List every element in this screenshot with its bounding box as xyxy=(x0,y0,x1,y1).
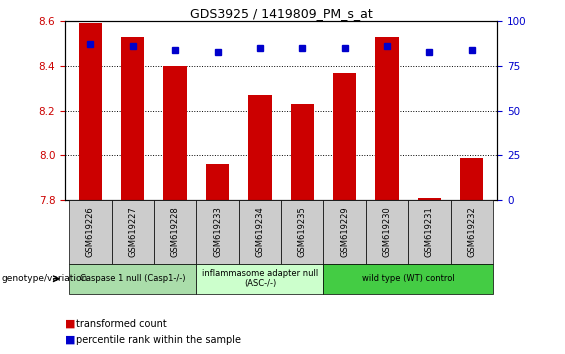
Bar xyxy=(197,200,238,264)
Text: GSM619233: GSM619233 xyxy=(213,206,222,257)
Bar xyxy=(281,200,323,264)
Bar xyxy=(451,200,493,264)
Bar xyxy=(248,95,272,200)
Bar xyxy=(323,200,366,264)
Text: ■: ■ xyxy=(65,335,76,345)
Bar xyxy=(69,200,112,264)
Text: GSM619229: GSM619229 xyxy=(340,206,349,257)
Bar xyxy=(460,158,484,200)
Text: wild type (WT) control: wild type (WT) control xyxy=(362,274,455,283)
Bar xyxy=(79,23,102,200)
Bar xyxy=(69,264,197,294)
Text: transformed count: transformed count xyxy=(76,319,167,329)
Text: percentile rank within the sample: percentile rank within the sample xyxy=(76,335,241,345)
Text: GSM619235: GSM619235 xyxy=(298,206,307,257)
Bar xyxy=(112,200,154,264)
Bar xyxy=(197,264,323,294)
Text: GSM619228: GSM619228 xyxy=(171,206,180,257)
Bar xyxy=(408,200,451,264)
Bar xyxy=(206,164,229,200)
Bar xyxy=(121,37,145,200)
Text: GSM619230: GSM619230 xyxy=(383,206,392,257)
Text: GSM619231: GSM619231 xyxy=(425,206,434,257)
Bar xyxy=(154,200,197,264)
Text: inflammasome adapter null
(ASC-/-): inflammasome adapter null (ASC-/-) xyxy=(202,269,318,289)
Text: GSM619232: GSM619232 xyxy=(467,206,476,257)
Title: GDS3925 / 1419809_PM_s_at: GDS3925 / 1419809_PM_s_at xyxy=(190,7,372,20)
Bar xyxy=(323,264,493,294)
Bar xyxy=(375,37,399,200)
Bar xyxy=(163,66,187,200)
Bar xyxy=(290,104,314,200)
Bar xyxy=(333,73,357,200)
Bar xyxy=(366,200,408,264)
Text: Caspase 1 null (Casp1-/-): Caspase 1 null (Casp1-/-) xyxy=(80,274,185,283)
Bar xyxy=(418,198,441,200)
Bar xyxy=(238,200,281,264)
Text: GSM619234: GSM619234 xyxy=(255,206,264,257)
Text: genotype/variation: genotype/variation xyxy=(1,274,88,283)
Text: ■: ■ xyxy=(65,319,76,329)
Text: GSM619226: GSM619226 xyxy=(86,206,95,257)
Text: GSM619227: GSM619227 xyxy=(128,206,137,257)
